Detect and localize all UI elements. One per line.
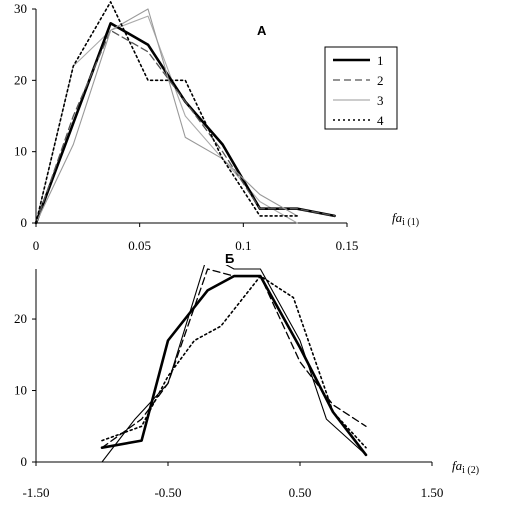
panel-a-x-tick-label: 0	[33, 238, 40, 253]
panel-a-x-tick-label: 0.15	[336, 238, 359, 253]
legend-label-1: 1	[377, 53, 384, 68]
panel-b-label: Б	[225, 251, 234, 266]
panel-b-y-tick-label: 0	[21, 454, 28, 469]
panel-b-axes	[35, 269, 432, 463]
panel-b-x-tick-label: 0.50	[289, 485, 312, 500]
panel-b: 0 10 20 -1.50 -0.50 0.50 1.50 Б fai (2)	[14, 251, 479, 500]
panel-b-x-axis-label: fai (2)	[452, 458, 479, 476]
panel-b-x-tick-label: -0.50	[154, 485, 181, 500]
legend-label-3: 3	[377, 93, 384, 108]
panel-a-y-tick-label: 10	[14, 144, 27, 159]
legend-label-4: 4	[377, 113, 384, 128]
panel-a-y-tick-label: 30	[14, 1, 27, 16]
panel-a-x-axis-label: fai (1)	[392, 210, 419, 228]
panel-b-x-tick-label: -1.50	[22, 485, 49, 500]
panel-b-y-tick-label: 20	[14, 311, 27, 326]
panel-b-series-line-1	[100, 274, 368, 457]
panel-a: 0 10 20 30 0 0.05 0.1 0.15 A fai (1) 1 2 3 4	[14, 1, 419, 253]
panel-a-axes	[35, 9, 347, 224]
panel-a-y-tick-label: 0	[21, 215, 28, 230]
panel-b-y-tick-label: 10	[14, 383, 27, 398]
panel-a-x-tick-label: 0.1	[235, 238, 251, 253]
panel-a-label: A	[257, 23, 267, 38]
panel-b-series	[100, 265, 368, 462]
panel-b-x-tick-label: 1.50	[421, 485, 444, 500]
panel-a-legend: 1 2 3 4	[324, 46, 398, 130]
panel-a-ticks: 0 10 20 30 0 0.05 0.1 0.15	[14, 1, 358, 253]
panel-a-series-line-4	[35, 1, 298, 224]
panel-b-ticks: 0 10 20 -1.50 -0.50 0.50 1.50	[14, 311, 443, 500]
panel-b-series-line-4	[101, 275, 367, 449]
panel-a-y-tick-label: 20	[14, 72, 27, 87]
panel-a-series-line-3	[35, 8, 298, 224]
panel-a-series	[34, 1, 336, 225]
panel-a-series-line-extra	[35, 15, 298, 224]
panel-b-series-line-2	[101, 268, 367, 449]
panel-b-series-line-3	[101, 265, 367, 462]
panel-a-x-tick-label: 0.05	[128, 238, 151, 253]
legend-label-2: 2	[377, 73, 384, 88]
